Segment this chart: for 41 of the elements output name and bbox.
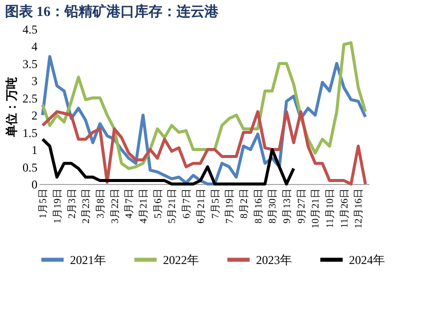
legend-label: 2024年 [349,252,385,267]
y-tick-label: 1.5 [22,126,38,140]
x-tick-label: 2月23日 [81,188,92,224]
x-tick-label: 11月26日 [339,188,350,228]
y-axis-title: 单位：万吨 [4,77,18,138]
x-tick-label: 6月7日 [182,188,193,218]
x-tick-label: 5月21日 [167,188,178,224]
x-tick-label: 7月19日 [224,188,236,224]
x-tick-label: 8月30日 [268,188,279,224]
y-tick-label: 2.5 [22,91,38,106]
x-tick-label: 12月16日 [354,188,365,228]
x-tick-label: 3月8日 [95,188,106,218]
x-tick-label: 9月13日 [282,188,293,224]
y-tick-label: 3.5 [22,56,38,71]
x-tick-label: 1月19日 [52,188,64,224]
y-tick-label: 1 [32,143,38,158]
x-tick-label: 7月5日 [210,188,222,218]
x-tick-label: 4月21日 [138,188,150,224]
x-tick-label: 1月5日 [38,188,50,218]
x-tick-label: 4月7日 [124,188,136,218]
legend-label: 2021年 [70,252,106,267]
x-tick-label: 3月22日 [110,188,121,224]
y-tick-label: 4.5 [22,22,38,36]
x-tick-label: 9月27日 [296,188,308,224]
x-tick-label: 11月10日 [325,188,336,228]
y-tick-label: 4 [32,40,38,54]
line-series [41,110,367,186]
legend-label: 2023年 [256,252,292,267]
x-tick-label: 6月21日 [196,188,207,224]
chart-title: 图表 16：铅精矿港口库存：连云港 [5,3,220,20]
x-tick-label: 10月21日 [310,188,322,228]
x-tick-label: 5月6日 [152,188,164,218]
line-series [41,138,296,186]
y-tick-label: 0.5 [22,160,38,174]
x-tick-label: 8月16日 [253,188,264,224]
y-tick-label: 2 [32,108,38,123]
y-tick-label: 3 [32,74,38,88]
x-tick-label: 2月3日 [66,188,78,218]
legend-label: 2022年 [163,252,199,267]
y-tick-label: 0 [32,178,38,192]
x-tick-label: 8月2日 [238,188,250,218]
